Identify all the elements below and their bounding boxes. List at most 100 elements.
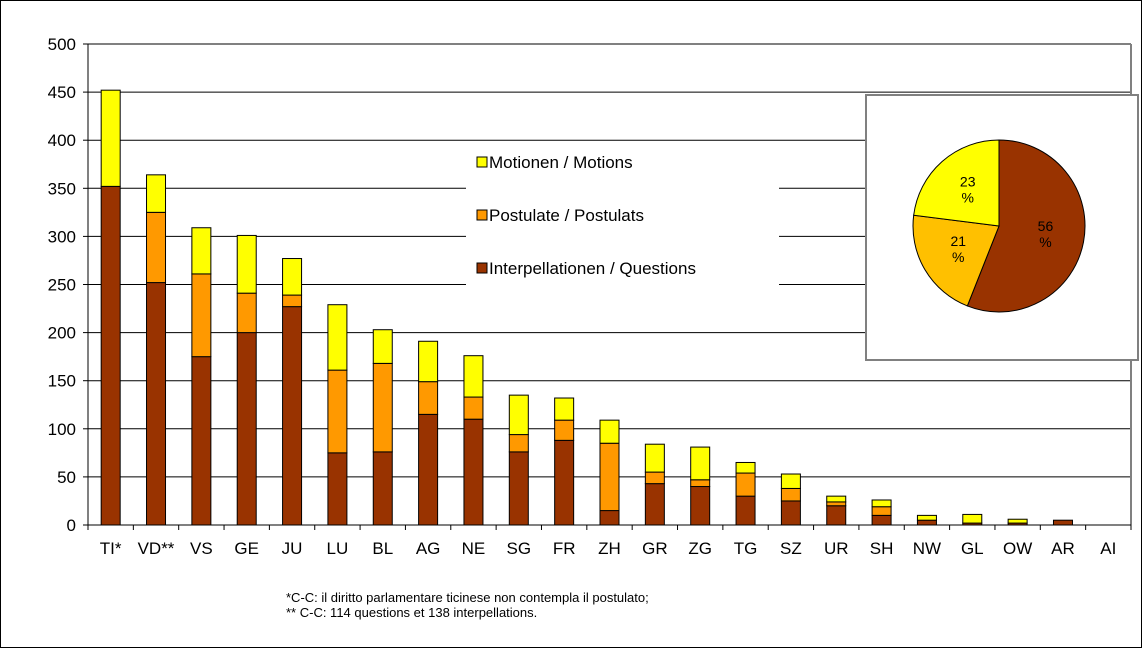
bar-segment	[599, 419, 620, 444]
bar-segment	[191, 227, 212, 275]
bar-segment	[1052, 519, 1073, 526]
pie-label-unit: %	[952, 249, 964, 265]
x-tick-label: FR	[553, 539, 576, 558]
bar-segment	[826, 501, 847, 507]
bar-segment	[735, 472, 756, 497]
bar-segment	[735, 461, 756, 474]
x-tick-label: TI*	[100, 539, 122, 558]
pie-slice	[912, 214, 1000, 307]
y-tick-label: 400	[48, 131, 76, 150]
y-axis: 0 50 100 150 200 250 300 350 400 450 500	[48, 35, 89, 535]
bar-segment	[554, 419, 575, 441]
bar-segment	[1007, 518, 1028, 524]
bar-segment	[599, 510, 620, 526]
bar-segment	[871, 514, 892, 526]
bar-segment	[418, 340, 439, 383]
bars	[100, 89, 1073, 526]
legend-swatch	[476, 262, 488, 274]
bar-segment	[100, 89, 121, 187]
x-tick-label: JU	[282, 539, 303, 558]
bar-segment	[916, 514, 937, 521]
bar-segment	[372, 329, 393, 364]
x-tick-label: SZ	[780, 539, 802, 558]
bar-segment	[327, 304, 348, 371]
bar-segment	[780, 487, 801, 502]
bar-segment	[916, 519, 937, 526]
bar-segment	[690, 446, 711, 481]
bar-segment	[780, 500, 801, 526]
bar-segment	[644, 483, 665, 526]
bar-segment	[599, 442, 620, 512]
bar-segment	[508, 394, 529, 436]
pie-label-unit: %	[961, 190, 973, 206]
x-tick-label: BL	[372, 539, 393, 558]
y-tick-label: 450	[48, 83, 76, 102]
bar-segment	[463, 355, 484, 398]
y-tick-label: 100	[48, 420, 76, 439]
bar-segment	[146, 174, 167, 213]
footnote-2: ** C-C: 114 questions et 138 interpellat…	[286, 605, 538, 620]
x-axis: TI* VD** VS GE JU LU BL AG NE SG FR ZH GR ZG TG SZ UR SH N…	[87, 524, 1132, 558]
pie-slice	[966, 139, 1086, 313]
x-tick-label: SG	[507, 539, 532, 558]
bar-segment	[327, 369, 348, 454]
legend-label: Motionen / Motions	[489, 153, 633, 172]
bar-segment	[463, 396, 484, 420]
x-tick-label: ZH	[598, 539, 621, 558]
inset-pie-chart: 56%21%23%	[865, 94, 1139, 361]
y-tick-label: 150	[48, 372, 76, 391]
pie-label: 23	[960, 174, 976, 190]
bar-segment	[236, 332, 257, 526]
bar-segment	[826, 495, 847, 503]
bar-segment	[962, 513, 983, 524]
bar-segment	[871, 506, 892, 516]
bar-segment	[282, 258, 303, 296]
y-tick-label: 500	[48, 35, 76, 54]
legend-swatch	[476, 156, 488, 168]
y-tick-label: 200	[48, 324, 76, 343]
x-tick-label: TG	[734, 539, 758, 558]
x-tick-label: LU	[327, 539, 349, 558]
legend-box	[466, 141, 779, 293]
bar-segment	[554, 439, 575, 526]
x-tick-label: GL	[961, 539, 984, 558]
x-tick-label: ZG	[688, 539, 712, 558]
legend-label: Interpellationen / Questions	[489, 259, 696, 278]
y-tick-label: 250	[48, 276, 76, 295]
y-tick-label: 300	[48, 227, 76, 246]
bar-segment	[418, 381, 439, 415]
y-tick-label: 350	[48, 179, 76, 198]
bar-segment	[780, 473, 801, 489]
footnote-1: *C-C: il diritto parlamentare ticinese n…	[286, 590, 649, 605]
bar-segment	[146, 282, 167, 526]
bar-segment	[282, 306, 303, 526]
bar-segment	[327, 452, 348, 526]
bar-segment	[644, 443, 665, 473]
bar-segment	[372, 362, 393, 453]
pie-slice	[913, 139, 1000, 227]
legend-label: Postulate / Postulats	[489, 206, 644, 225]
x-tick-label: AR	[1051, 539, 1075, 558]
y-tick-label: 50	[57, 468, 76, 487]
pie-label: 21	[950, 233, 966, 249]
bar-segment	[463, 418, 484, 526]
bar-segment	[690, 486, 711, 526]
x-tick-label: NW	[913, 539, 941, 558]
x-tick-label: AG	[416, 539, 441, 558]
bar-segment	[508, 451, 529, 526]
bar-segment	[282, 294, 303, 308]
bar-segment	[191, 273, 212, 358]
bar-segment	[236, 292, 257, 334]
bar-segment	[644, 471, 665, 485]
x-tick-label: AI	[1100, 539, 1116, 558]
bar-segment	[418, 413, 439, 526]
bar-segment	[372, 451, 393, 526]
x-tick-label: OW	[1003, 539, 1032, 558]
bar-segment	[191, 356, 212, 526]
x-tick-label: GE	[234, 539, 259, 558]
bar-segment	[100, 185, 121, 526]
bar-segment	[508, 434, 529, 453]
x-tick-label: GR	[642, 539, 668, 558]
